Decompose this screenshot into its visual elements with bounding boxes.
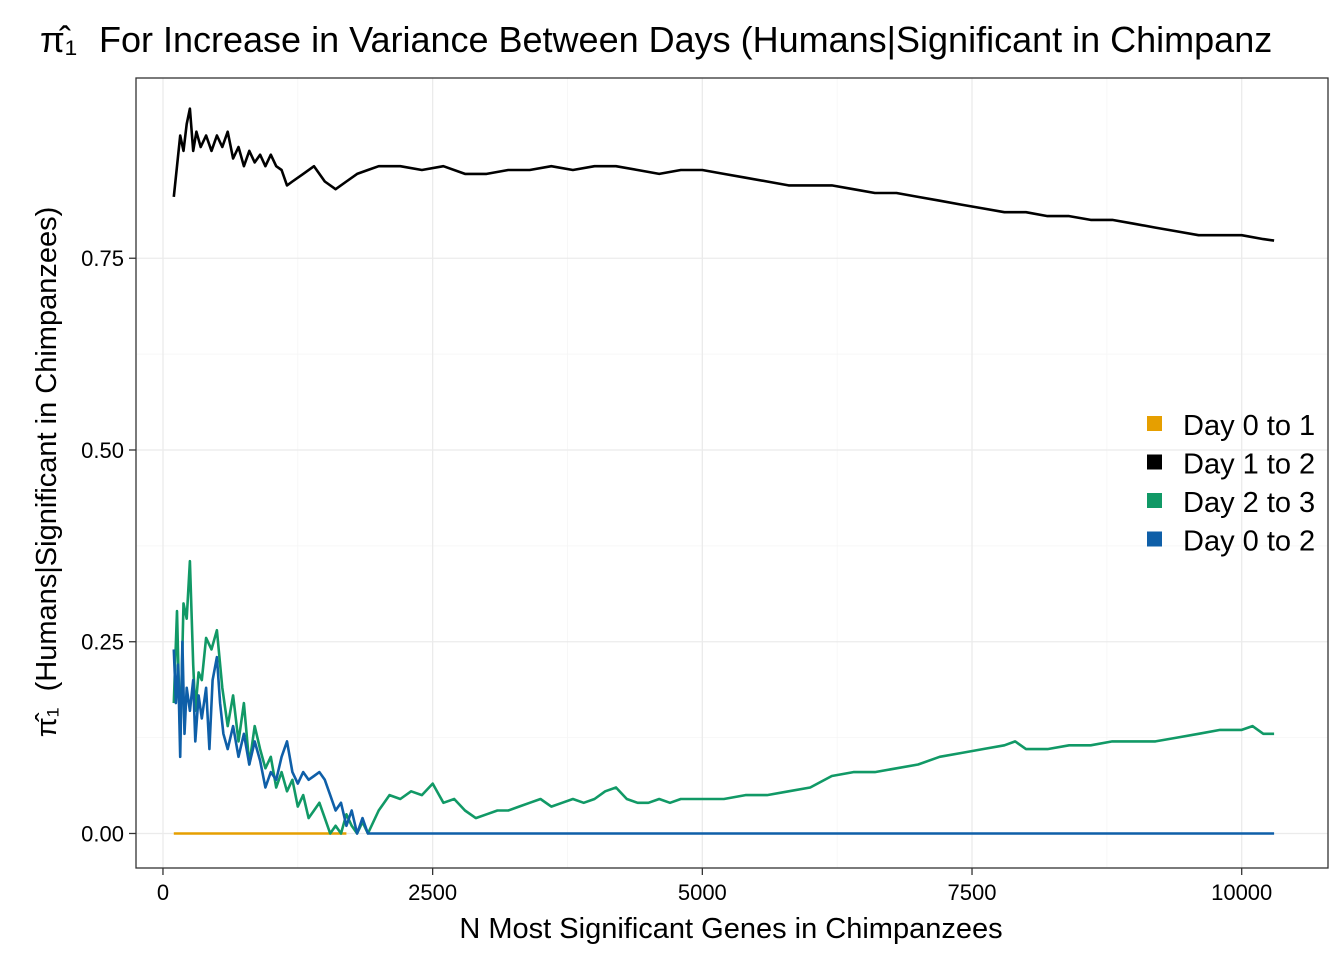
series-line-day-2-to-3: [172, 559, 1275, 835]
y-tick-label: 0.25: [81, 630, 124, 655]
plot-panel: [136, 78, 1328, 868]
y-axis-title: π̂₁ (Humans|Significant in Chimpanzees): [31, 207, 63, 738]
series-lines: [172, 107, 1275, 835]
grid-minor: [136, 78, 1328, 868]
x-tick-label: 5000: [678, 880, 727, 905]
legend-label-day-1-to-2: Day 1 to 2: [1183, 449, 1315, 481]
chart-title-symbol: π̂₁: [40, 19, 77, 60]
x-axis-title: N Most Significant Genes in Chimpanzees: [459, 913, 1002, 945]
y-axis-title-text: (Humans|Significant in Chimpanzees): [31, 207, 63, 692]
y-tick-label: 0.50: [81, 438, 124, 463]
legend-label-day-0-to-1: Day 0 to 1: [1183, 410, 1315, 442]
chart-title-text: For Increase in Variance Between Days (H…: [99, 19, 1272, 60]
plot-border: [135, 77, 1329, 869]
legend-key-day-1-to-2: [1147, 454, 1162, 470]
y-tick-label: 0.00: [81, 821, 124, 846]
chart-title: π̂₁ For Increase in Variance Between Day…: [40, 19, 1272, 60]
y-tick-label: 0.75: [81, 246, 124, 271]
legend-key-day-2-to-3: [1147, 493, 1162, 508]
legend-label-day-0-to-2: Day 0 to 2: [1183, 526, 1315, 558]
x-axis: 0 2500 5000 7500 10000: [157, 868, 1272, 905]
series-line-day-1-to-2: [172, 107, 1275, 242]
y-axis-title-symbol: π̂₁: [31, 707, 63, 737]
legend: Day 0 to 1 Day 1 to 2 Day 2 to 3 Day 0 to 2: [1147, 410, 1315, 558]
x-tick-label: 10000: [1211, 880, 1272, 905]
x-tick-label: 7500: [948, 880, 997, 905]
x-tick-label: 2500: [408, 880, 457, 905]
y-axis: 0.00 0.25 0.50 0.75: [81, 246, 136, 846]
series-line-day-0-to-2: [172, 640, 1275, 835]
legend-label-day-2-to-3: Day 2 to 3: [1183, 487, 1315, 519]
x-tick-label: 0: [157, 880, 169, 905]
legend-key-day-0-to-2: [1147, 531, 1162, 547]
legend-key-day-0-to-1: [1147, 416, 1162, 431]
